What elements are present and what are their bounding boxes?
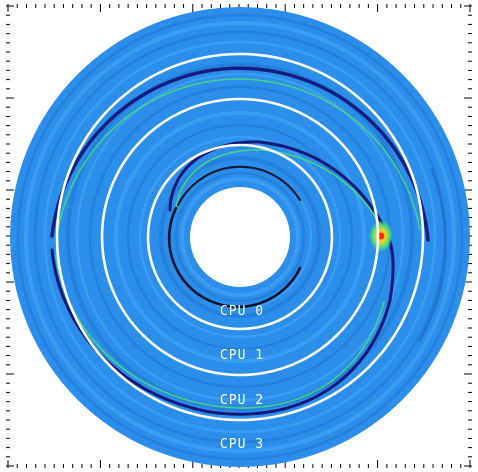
cpu-2-label: CPU 2 [220,393,264,408]
plot-frame [5,3,473,469]
inner-spiral-dark [168,140,390,238]
density-band [114,111,366,363]
planet-core [377,232,385,240]
cpu-0-label: CPU 0 [220,304,264,319]
density-band [66,63,414,411]
density-band [138,135,342,339]
left-axis-ticks [6,5,14,467]
disk [10,7,470,467]
cpu-boundary-ring-3 [55,52,425,422]
density-band [159,156,321,318]
outer-right-arc [418,168,447,342]
density-band [174,171,306,303]
outer-green-arc [56,78,421,237]
cpu-3-label: CPU 3 [220,437,264,452]
inner-spiral-green [175,149,385,233]
cpu-boundary-ring-2 [100,97,380,377]
cpu-boundary-ring-1 [146,143,334,331]
cpu-boundary-rings [55,52,425,422]
density-band [180,177,300,297]
lower-spiral-green [55,255,385,409]
density-band [126,123,354,351]
top-axis-ticks [7,4,471,12]
density-band [75,72,405,402]
density-band [24,21,456,453]
cpu-labels: CPU 0 CPU 1 CPU 2 CPU 3 [220,304,264,452]
density-band [43,40,437,434]
bottom-axis-ticks [7,460,471,468]
inner-ring-edge [167,206,302,309]
cpu-1-label: CPU 1 [220,348,264,363]
density-band [16,13,464,461]
right-axis-ticks [464,5,472,467]
inner-ring-edge-upper [176,165,302,207]
outer-dark-arc [50,66,430,242]
